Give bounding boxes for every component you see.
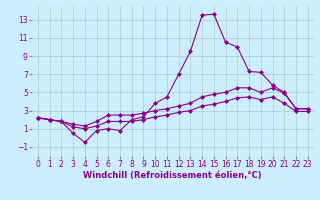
X-axis label: Windchill (Refroidissement éolien,°C): Windchill (Refroidissement éolien,°C)	[84, 171, 262, 180]
